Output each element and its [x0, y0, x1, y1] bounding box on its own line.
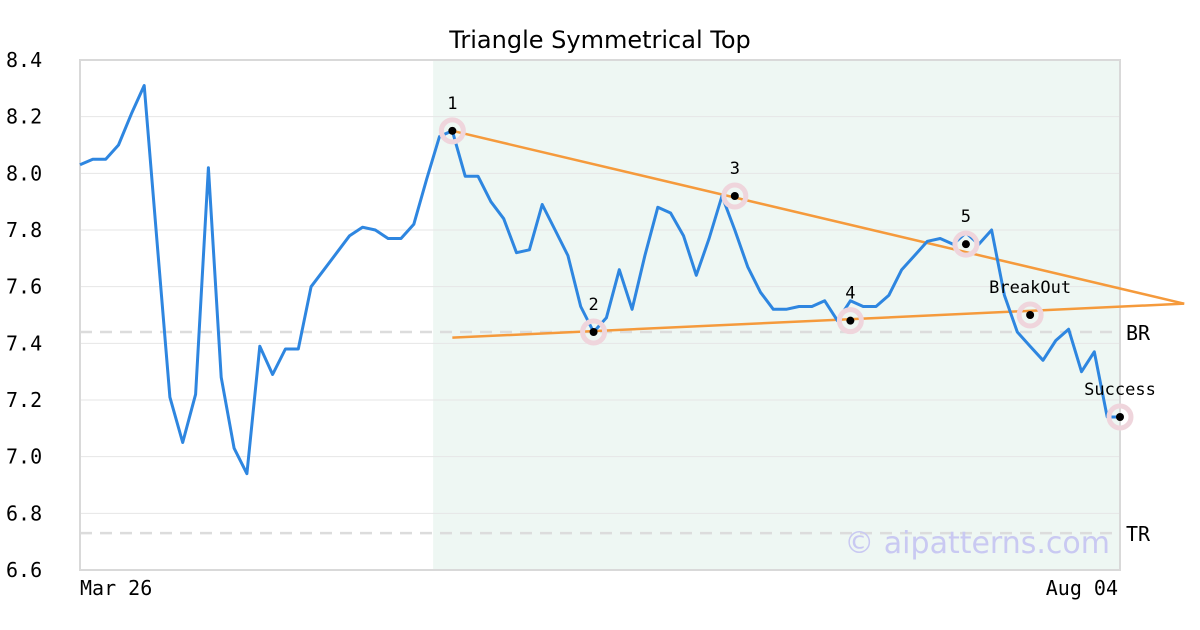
pivot-point [589, 328, 598, 336]
x-axis: Mar 26 Aug 04 [80, 576, 1118, 600]
x-tick-label: Mar 26 [80, 576, 152, 600]
pivot-label: BreakOut [989, 278, 1071, 298]
chart-title: Triangle Symmetrical Top [448, 26, 751, 54]
x-tick-label: Aug 04 [1046, 576, 1118, 600]
y-axis: 6.6 6.8 7.0 7.2 7.4 7.6 7.8 8.0 8.2 8.4 [6, 48, 42, 582]
pivot-halo [580, 318, 608, 346]
y-tick-label: 8.4 [6, 48, 42, 72]
trendlines [452, 129, 1185, 339]
pivot-label: 1 [447, 94, 457, 114]
y-tick-label: 7.0 [6, 445, 42, 469]
y-tick-label: 7.6 [6, 275, 42, 299]
pivot-points: 1 2 3 4 5 BreakOut Success [438, 94, 1156, 431]
pivot-point [448, 126, 457, 135]
pivot-halo [952, 230, 980, 258]
pivot-halo [1016, 301, 1044, 329]
pivot-label: 4 [845, 284, 855, 304]
y-tick-label: 6.8 [6, 501, 42, 525]
pivot-halo [836, 307, 864, 335]
pivot-point [730, 192, 739, 200]
plot-frame [79, 59, 1121, 571]
pivot-label: 5 [961, 207, 971, 227]
pivot-label: 2 [588, 295, 598, 315]
trendline [452, 302, 1185, 339]
pivot-halo [721, 182, 749, 210]
pivot-halo [1106, 403, 1134, 431]
y-tick-label: 8.2 [6, 105, 42, 129]
y-tick-label: 7.2 [6, 388, 42, 412]
pivot-point [1026, 311, 1035, 319]
pivot-halo [438, 117, 466, 145]
y-tick-label: 8.0 [6, 161, 42, 185]
y-tick-label: 7.8 [6, 218, 42, 242]
pivot-point [961, 240, 970, 249]
pattern-region [433, 60, 1120, 570]
y-tick-label: 7.4 [6, 331, 42, 355]
pivot-point [846, 316, 855, 325]
level-label: TR [1126, 522, 1151, 546]
trendline [452, 129, 1185, 305]
pivot-label: 3 [730, 159, 740, 179]
pivot-label: Success [1084, 380, 1156, 400]
level-label: BR [1126, 321, 1151, 345]
y-tick-label: 6.6 [6, 558, 42, 582]
pivot-point [1116, 413, 1124, 421]
watermark: © aipatterns.com [844, 526, 1110, 561]
